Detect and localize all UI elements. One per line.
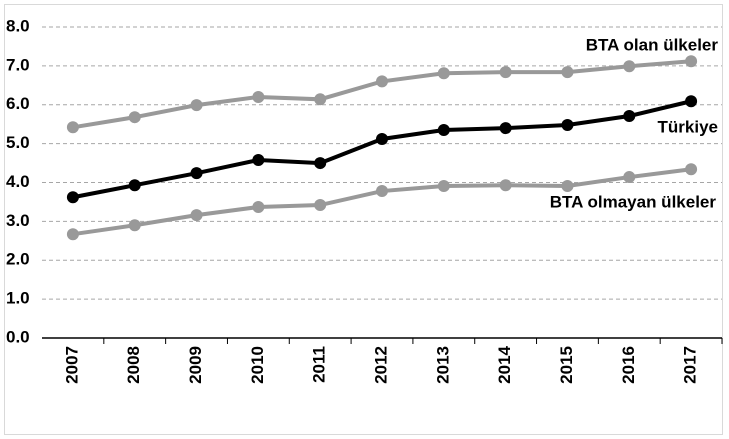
series-label: BTA olmayan ülkeler (550, 192, 717, 211)
x-tick-label: 2007 (62, 346, 81, 384)
marker (499, 122, 512, 135)
y-tick-label: 5.0 (6, 133, 30, 152)
y-tick-label: 2.0 (6, 250, 30, 269)
y-tick-label: 4.0 (6, 172, 30, 191)
marker (685, 55, 698, 68)
marker (252, 90, 265, 103)
marker (437, 124, 450, 137)
marker (66, 228, 79, 241)
marker (128, 219, 141, 232)
marker (499, 179, 512, 192)
x-tick-label: 2016 (619, 346, 638, 384)
marker (499, 66, 512, 79)
x-tick-label: 2012 (371, 346, 390, 384)
marker (561, 179, 574, 192)
marker (66, 121, 79, 134)
x-tick-label: 2009 (186, 346, 205, 384)
marker (376, 185, 388, 198)
marker (66, 191, 79, 204)
x-tick-label: 2015 (557, 346, 576, 384)
x-tick-label: 2013 (433, 346, 452, 384)
marker (128, 179, 141, 192)
x-tick-label: 2014 (495, 345, 514, 383)
marker (623, 171, 636, 184)
x-tick-label: 2011 (310, 346, 329, 383)
x-tick-label: 2008 (124, 346, 143, 384)
marker (190, 209, 203, 222)
marker (190, 99, 203, 112)
marker (561, 66, 574, 79)
series-label: BTA olan ülkeler (586, 35, 719, 54)
chart-frame (4, 4, 723, 435)
marker (685, 95, 698, 108)
marker (314, 199, 327, 212)
y-tick-label: 6.0 (6, 94, 30, 113)
marker (685, 163, 698, 176)
marker (314, 93, 327, 106)
x-tick-label: 2010 (248, 346, 267, 384)
series-label: Türkiye (658, 117, 718, 136)
y-tick-label: 3.0 (6, 211, 30, 230)
marker (561, 118, 574, 131)
y-tick-label: 7.0 (6, 55, 30, 74)
marker (190, 167, 203, 180)
marker (376, 75, 388, 88)
marker (623, 110, 636, 123)
marker (252, 153, 265, 166)
marker (437, 67, 450, 80)
x-tick-label: 2017 (681, 346, 700, 384)
marker (252, 200, 265, 213)
marker (314, 157, 327, 170)
marker (128, 111, 141, 124)
marker (623, 60, 636, 73)
y-tick-label: 8.0 (6, 16, 30, 35)
marker (437, 179, 450, 192)
marker (376, 132, 388, 145)
y-tick-label: 0.0 (6, 327, 30, 346)
y-tick-label: 1.0 (6, 289, 30, 308)
